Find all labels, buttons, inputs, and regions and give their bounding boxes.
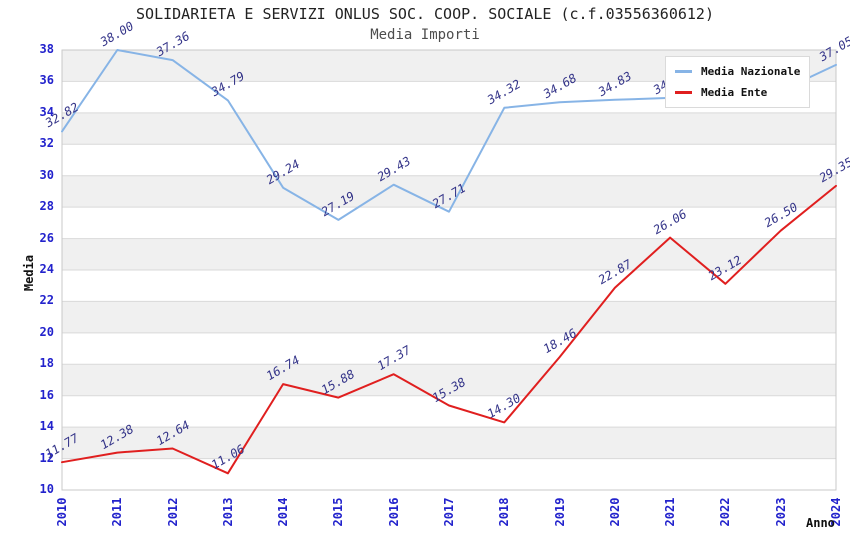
y-tick-label: 26 [39, 230, 54, 245]
plot-band [62, 112, 836, 145]
legend-swatch-media-nazionale [675, 70, 692, 73]
chart-subtitle: Media Importi [370, 27, 480, 43]
legend-item-media-nazionale: Media Nazionale [675, 65, 800, 78]
plot-band [62, 332, 836, 365]
y-tick-label: 34 [39, 104, 54, 119]
x-tick-label: 2010 [55, 497, 69, 527]
plot-band [62, 364, 836, 396]
y-tick-label: 18 [39, 356, 54, 371]
y-tick-label: 32 [39, 136, 54, 151]
y-tick-label: 14 [39, 419, 54, 434]
x-tick-label: 2017 [442, 497, 456, 527]
x-tick-label: 2011 [110, 497, 125, 527]
x-tick-label: 2016 [386, 497, 401, 527]
x-tick-label: 2019 [552, 497, 567, 527]
x-tick-label: 2015 [331, 497, 346, 527]
chart-title: SOLIDARIETA E SERVIZI ONLUS SOC. COOP. S… [136, 5, 714, 23]
y-tick-label: 12 [39, 450, 54, 465]
y-tick-label: 22 [39, 293, 54, 308]
legend: Media Nazionale Media Ente [665, 56, 811, 108]
y-tick-label: 36 [39, 73, 54, 88]
x-tick-label: 2020 [607, 497, 622, 527]
plot-band [62, 175, 836, 208]
plot-frame [61, 49, 837, 491]
x-tick-label: 2014 [276, 497, 291, 527]
y-tick-label: 24 [39, 262, 54, 276]
x-tick-label: 2018 [497, 497, 512, 527]
legend-swatch-media-ente [675, 91, 692, 94]
y-tick-label: 38 [39, 42, 54, 56]
plot-band [62, 238, 836, 271]
plot-band [62, 458, 836, 491]
plot-band [62, 395, 836, 428]
legend-label-media-ente: Media Ente [701, 86, 768, 99]
y-tick-label: 20 [39, 324, 54, 339]
legend-label-media-nazionale: Media Nazionale [701, 65, 801, 78]
y-tick-label: 16 [39, 387, 54, 402]
x-tick-label: 2021 [663, 497, 678, 527]
plot-band [62, 301, 836, 333]
y-tick-label: 28 [39, 199, 54, 214]
x-tick-label: 2022 [718, 497, 733, 527]
plot-band [62, 427, 836, 459]
x-axis-title: Anno [806, 516, 835, 530]
x-tick-label: 2012 [165, 497, 180, 527]
plot-band [62, 270, 836, 302]
y-tick-label: 30 [39, 167, 54, 182]
x-tick-label: 2023 [773, 497, 788, 527]
y-tick-label: 10 [39, 482, 54, 496]
plot-band [62, 144, 836, 176]
x-tick-label: 2013 [220, 497, 235, 527]
series-line-media-ente [61, 184, 837, 475]
legend-item-media-ente: Media Ente [675, 86, 800, 99]
